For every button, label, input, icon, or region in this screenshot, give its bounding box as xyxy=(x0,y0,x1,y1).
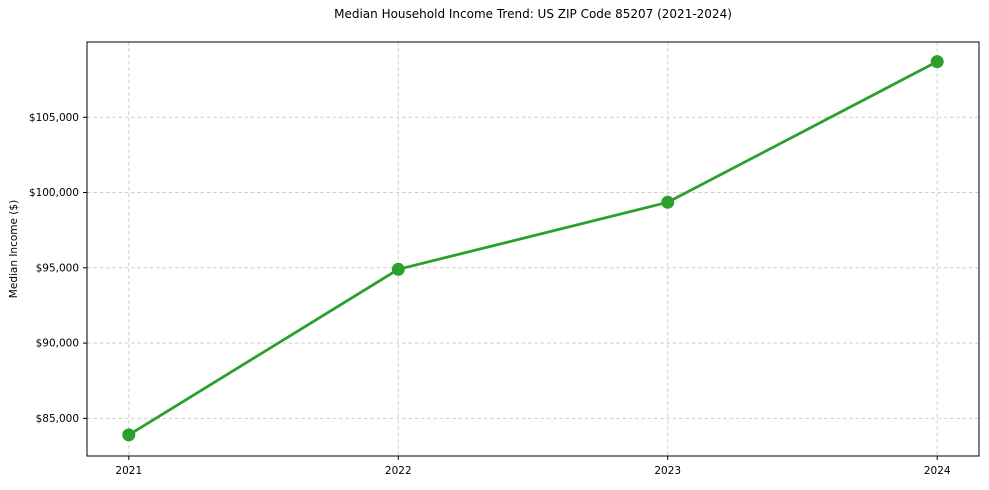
y-tick-label: $95,000 xyxy=(36,262,79,274)
data-point-2021 xyxy=(122,428,136,442)
y-tick-label: $105,000 xyxy=(29,112,79,124)
x-tick-label: 2023 xyxy=(654,465,681,477)
data-point-2024 xyxy=(930,55,944,69)
chart-title: Median Household Income Trend: US ZIP Co… xyxy=(334,7,732,21)
y-tick-label: $85,000 xyxy=(36,413,79,425)
data-point-2023 xyxy=(661,195,675,209)
x-tick-label: 2021 xyxy=(115,465,142,477)
x-tick-label: 2024 xyxy=(924,465,951,477)
data-point-2022 xyxy=(391,262,405,276)
trend-line xyxy=(127,60,939,437)
y-tick-label: $100,000 xyxy=(29,187,79,199)
plot-border xyxy=(86,41,980,457)
y-tick-label: $90,000 xyxy=(36,338,79,350)
x-tick-label: 2022 xyxy=(385,465,412,477)
